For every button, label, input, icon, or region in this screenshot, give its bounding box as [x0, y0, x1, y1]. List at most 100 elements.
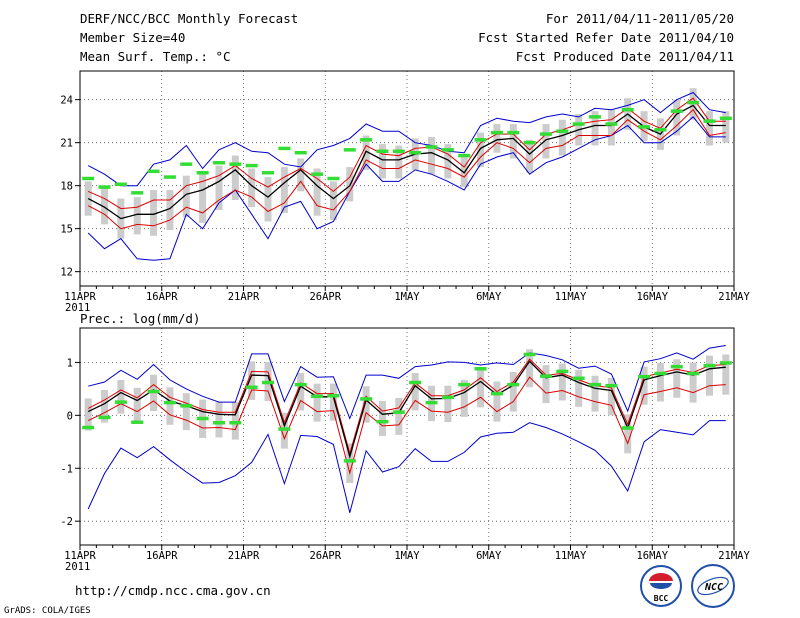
temp-range-box	[182, 175, 190, 218]
temp-series-spread-upper-line	[87, 97, 726, 210]
temperature-chart: 12 15 18 21 24 11APR 16APR 21APR 26APR 1MAY 6MAY 11…	[60, 70, 750, 314]
prec-x-tick-label: 16APR	[146, 550, 178, 562]
prec-range-box	[444, 385, 452, 423]
bcc-logo-swirl-red	[649, 573, 673, 581]
prec-range-box	[395, 397, 403, 435]
prec-range-box	[542, 365, 550, 404]
temp-series-min-line	[87, 116, 726, 261]
prec-range-box	[215, 402, 223, 438]
prec-x-tick-label: 26APR	[309, 550, 341, 562]
prec-x-tick-label: 6MAY	[476, 550, 502, 562]
temp-y-tick-label: 15	[60, 224, 73, 236]
temp-range-box	[395, 145, 403, 179]
precipitation-chart: -2 -1 0 1 11APR 16APR 21APR 26APR 1MAY 6MAY 11MAY 1…	[60, 327, 750, 573]
precipitation-variable-label: Prec.: log(mm/d)	[80, 311, 200, 326]
temp-x-tick-label: 11APR	[64, 291, 96, 303]
temp-x-tick-label: 1MAY	[394, 291, 420, 303]
temp-range-box	[329, 181, 337, 221]
prec-series-min-line	[87, 420, 726, 513]
prec-range-box	[509, 371, 517, 412]
prec-y-tick-label: 0	[67, 410, 73, 422]
prec-range-box	[166, 387, 174, 425]
prec-range-box	[133, 387, 141, 422]
temp-range-box	[264, 177, 272, 222]
produced-date: Fcst Produced Date 2011/04/11	[516, 49, 734, 64]
temp-x-tick-label: 21APR	[228, 291, 260, 303]
temp-x-tick-label: 26APR	[309, 291, 341, 303]
prec-range-box	[101, 389, 109, 423]
prec-range-box	[689, 362, 697, 403]
temp-x-tick-label: 16APR	[146, 291, 178, 303]
prec-range-box	[329, 383, 337, 421]
prec-x-tick-label: 21MAY	[718, 550, 750, 562]
temp-range-box	[509, 124, 517, 159]
temp-range-box	[722, 111, 730, 143]
prec-range-box	[248, 361, 256, 400]
ncc-logo: NCC	[691, 564, 735, 608]
temperature-variable-label: Mean Surf. Temp.: °C	[80, 49, 231, 64]
prec-range-box	[362, 386, 370, 423]
prec-x-tick-label: 21APR	[228, 550, 260, 562]
prec-y-tick-label: -1	[60, 463, 73, 475]
prec-range-box	[607, 377, 615, 416]
prec-range-box	[231, 402, 239, 440]
prec-range-box	[673, 359, 681, 398]
prec-range-box	[477, 367, 485, 408]
prec-range-box	[640, 366, 648, 405]
prec-y-tick-label: 1	[67, 357, 73, 369]
temp-range-box	[346, 167, 354, 202]
temp-x-tick-label: 6MAY	[476, 291, 502, 303]
temp-range-box	[558, 119, 566, 156]
figure-title: DERF/NCC/BCC Monthly Forecast	[80, 11, 298, 26]
prec-range-box	[493, 381, 501, 422]
temp-range-box	[297, 158, 305, 192]
prec-range-box	[460, 379, 468, 417]
prec-x-tick-label: 16MAY	[636, 550, 668, 562]
temp-range-box	[477, 132, 485, 167]
prec-x-tick-label: 1MAY	[394, 550, 420, 562]
temp-range-box	[607, 109, 615, 146]
website-url: http://cmdp.ncc.cma.gov.cn	[75, 583, 271, 598]
temp-series-spread-lower-line	[87, 108, 726, 230]
prec-range-box	[722, 354, 730, 395]
prec-x-year-label: 2011	[65, 561, 90, 573]
temp-range-box	[444, 144, 452, 179]
bcc-logo: BCC	[640, 565, 682, 607]
prec-range-box	[656, 362, 664, 402]
prec-range-box	[411, 373, 419, 411]
prec-series-spread-upper-line	[87, 358, 726, 456]
temp-series-max-line	[87, 91, 726, 187]
temp-range-box	[673, 99, 681, 136]
prec-range-box	[378, 401, 386, 436]
bcc-logo-swirl-blue	[650, 583, 672, 589]
ncc-logo-orbit	[697, 576, 729, 596]
temp-range-box	[705, 111, 713, 146]
temp-range-box	[215, 165, 223, 210]
temp-range-box	[248, 168, 256, 208]
prec-range-box	[558, 363, 566, 401]
temp-x-tick-label: 16MAY	[636, 291, 668, 303]
prec-range-box	[84, 398, 92, 431]
prec-y-tick-label: -2	[60, 516, 73, 528]
prec-range-box	[297, 373, 305, 411]
temp-y-tick-label: 21	[60, 138, 73, 150]
temp-range-box	[591, 111, 599, 146]
prec-x-tick-label: 11APR	[64, 550, 96, 562]
temp-series-mean-line	[87, 104, 726, 220]
temp-range-box	[493, 124, 501, 153]
temp-range-box	[526, 139, 534, 173]
temp-range-box	[166, 190, 174, 231]
temp-range-box	[313, 168, 321, 216]
temp-range-box	[101, 188, 109, 225]
prec-range-box	[346, 443, 354, 484]
ncc-logo-ring	[691, 564, 735, 608]
prec-range-box	[526, 349, 534, 388]
temp-x-tick-label: 11MAY	[555, 291, 587, 303]
temp-range-box	[231, 155, 239, 200]
prec-series-spread-lower-line	[87, 376, 726, 475]
prec-range-box	[705, 355, 713, 396]
prec-series-max-line	[88, 345, 726, 420]
temp-range-box	[133, 197, 141, 235]
